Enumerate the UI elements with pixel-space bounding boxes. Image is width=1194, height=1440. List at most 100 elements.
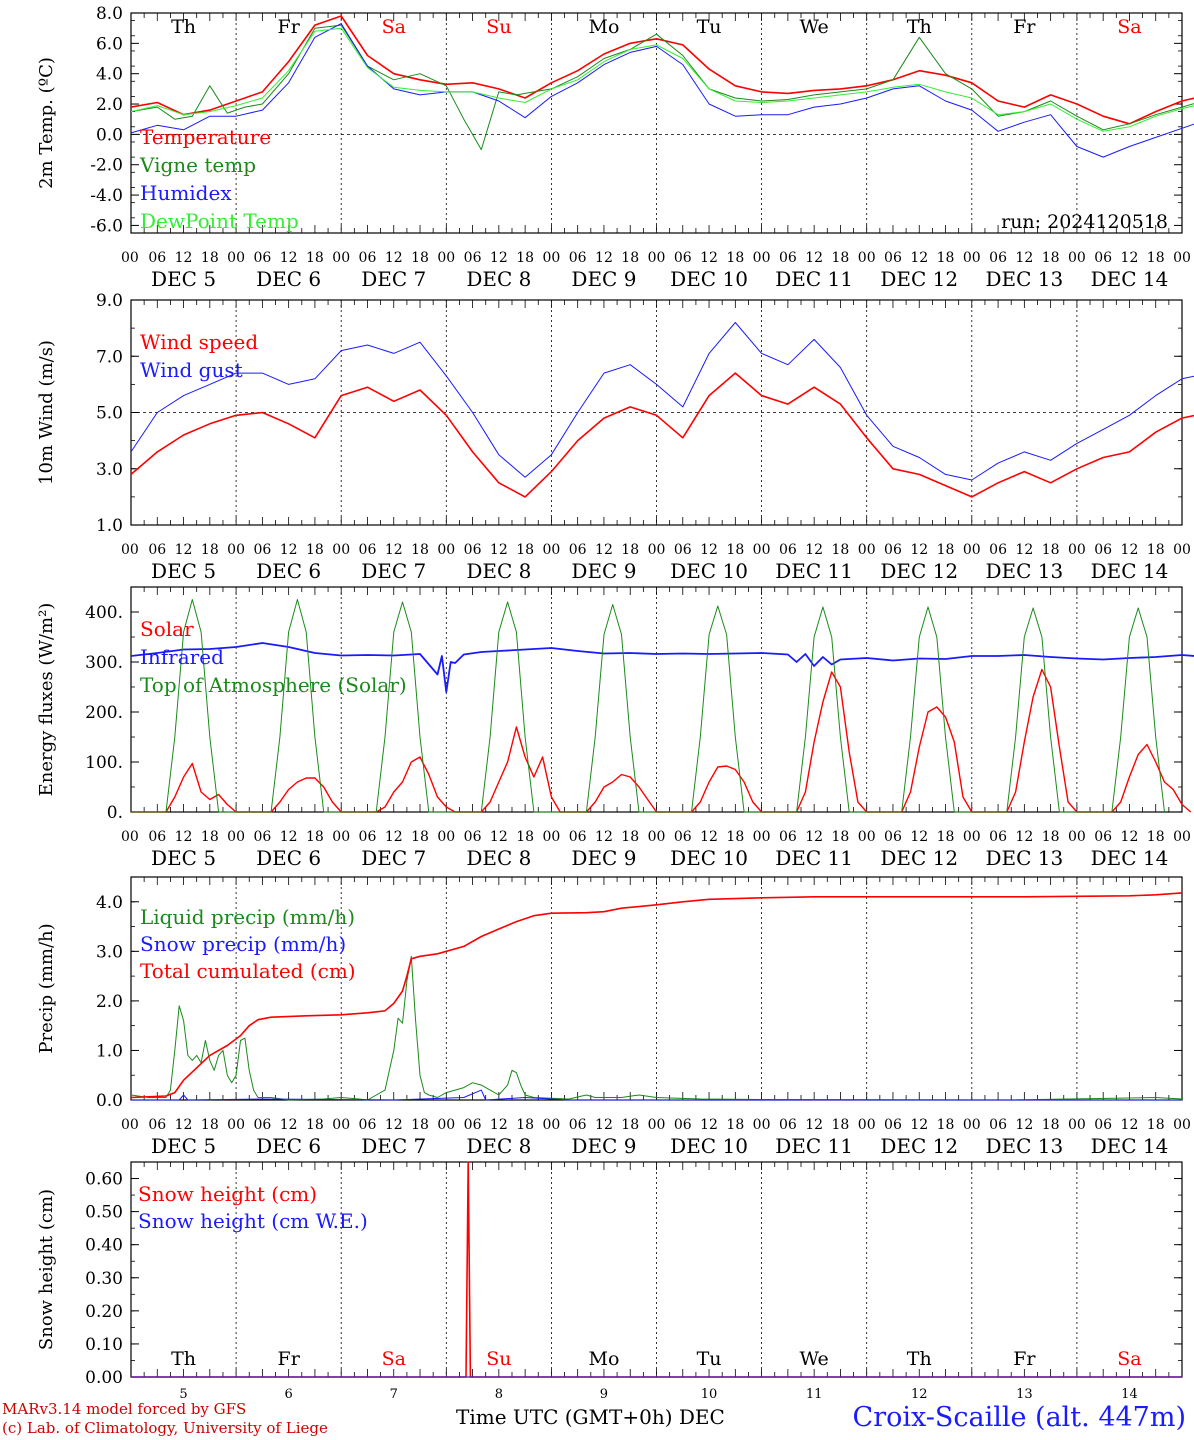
footer-copyright: (c) Lab. of Climatology, University of L…	[2, 1419, 328, 1437]
y-tick-label: 5.0	[96, 404, 123, 424]
hour-tick-label: 12	[700, 542, 718, 558]
y-tick-label: 8.0	[96, 4, 123, 24]
hour-tick-label: 00	[858, 829, 876, 845]
weekday-label: Fr	[1013, 16, 1036, 38]
date-label: DEC 10	[670, 846, 748, 870]
hour-tick-label: 06	[989, 1117, 1007, 1133]
hour-tick-label: 18	[1042, 1117, 1060, 1133]
hour-tick-label: 12	[1015, 829, 1033, 845]
hour-tick-label: 12	[1015, 542, 1033, 558]
hour-tick-label: 00	[963, 542, 981, 558]
hour-tick-label: 06	[253, 1117, 271, 1133]
legend-entry: Snow height (cm W.E.)	[138, 1209, 368, 1233]
y-tick-label: 3.0	[96, 460, 123, 480]
hour-tick-label: 18	[516, 1117, 534, 1133]
legend-entry: DewPoint Temp	[140, 209, 299, 233]
day-number-label: 5	[179, 1387, 187, 1402]
hour-tick-label: 12	[595, 829, 613, 845]
hour-tick-label: 06	[989, 542, 1007, 558]
hour-tick-label: 18	[411, 829, 429, 845]
weekday-label: Tu	[697, 1348, 722, 1370]
legend-entry: Liquid precip (mm/h)	[140, 905, 355, 929]
date-label: DEC 9	[571, 559, 636, 583]
weekday-label: Th	[907, 1348, 932, 1370]
weekday-label: Sa	[382, 16, 406, 38]
hour-tick-label: 06	[359, 250, 377, 266]
panel-3: 400. 300. 200. 100. 0. Energy fluxes (W/m²) So…	[36, 586, 1194, 870]
y-tick-label: 0.20	[85, 1302, 123, 1322]
hour-tick-label: 12	[910, 829, 928, 845]
hour-tick-label: 06	[674, 250, 692, 266]
date-label: DEC 8	[466, 559, 531, 583]
date-label: DEC 13	[985, 1134, 1063, 1158]
hour-tick-label: 06	[464, 1117, 482, 1133]
date-label: DEC 12	[880, 1134, 958, 1158]
y-tick-label: 0.0	[96, 125, 123, 145]
hour-tick-label: 18	[726, 829, 744, 845]
hour-tick-label: 06	[148, 250, 166, 266]
hour-tick-label: 12	[595, 1117, 613, 1133]
series-line-2-2	[130, 322, 1194, 481]
hour-tick-label: 18	[621, 829, 639, 845]
y-axis-title: 10m Wind (m/s)	[36, 340, 57, 485]
date-label: DEC 9	[571, 1134, 636, 1158]
hour-tick-label: 12	[385, 250, 403, 266]
hour-tick-label: 12	[490, 1117, 508, 1133]
hour-tick-label: 00	[332, 829, 350, 845]
time-axis-title: Time UTC (GMT+0h) DEC	[456, 1405, 725, 1429]
weekday-label: Mo	[588, 1348, 619, 1370]
hour-tick-label: 12	[175, 542, 193, 558]
date-label: DEC 6	[256, 559, 321, 583]
hour-tick-label: 12	[385, 829, 403, 845]
date-label: DEC 5	[151, 846, 216, 870]
date-label: DEC 12	[880, 846, 958, 870]
hour-tick-label: 18	[306, 250, 324, 266]
hour-tick-label: 12	[1015, 1117, 1033, 1133]
date-label: DEC 11	[775, 559, 853, 583]
y-tick-label: 4.0	[96, 65, 123, 85]
hour-tick-label: 06	[464, 250, 482, 266]
date-label: DEC 5	[151, 559, 216, 583]
hour-tick-label: 06	[884, 542, 902, 558]
y-tick-label: 0.50	[85, 1203, 123, 1223]
y-tick-label: 2.0	[96, 992, 123, 1012]
hour-tick-label: 18	[201, 829, 219, 845]
weekday-label: Fr	[1013, 1348, 1036, 1370]
hour-tick-label: 06	[989, 250, 1007, 266]
series-line-4-3	[130, 892, 1183, 1099]
y-tick-label: -2.0	[90, 156, 123, 176]
series-line-3-2	[130, 642, 1194, 693]
hour-tick-label: 18	[516, 829, 534, 845]
date-label: DEC 14	[1091, 1134, 1169, 1158]
hour-tick-label: 00	[963, 1117, 981, 1133]
date-label: DEC 11	[775, 846, 853, 870]
weekday-label: Th	[171, 16, 196, 38]
hour-tick-label: 12	[490, 250, 508, 266]
date-label: DEC 9	[571, 846, 636, 870]
hour-tick-label: 06	[359, 1117, 377, 1133]
legend-entry: Infrared	[140, 645, 224, 669]
hour-tick-label: 18	[621, 1117, 639, 1133]
weekday-label: Fr	[278, 1348, 301, 1370]
day-number-label: 11	[806, 1387, 823, 1402]
y-tick-label: -6.0	[90, 216, 123, 236]
weekday-label: Mo	[588, 16, 619, 38]
hour-tick-label: 18	[516, 250, 534, 266]
hour-tick-label: 00	[1173, 1117, 1191, 1133]
hour-tick-label: 00	[332, 542, 350, 558]
hour-tick-label: 00	[963, 829, 981, 845]
hour-tick-label: 00	[753, 542, 771, 558]
hour-tick-label: 06	[674, 1117, 692, 1133]
hour-tick-label: 06	[884, 829, 902, 845]
y-tick-label: 0.	[107, 803, 123, 823]
hour-tick-label: 18	[411, 1117, 429, 1133]
hour-tick-label: 12	[910, 250, 928, 266]
hour-tick-label: 18	[1042, 250, 1060, 266]
weekday-label: Tu	[697, 16, 722, 38]
hour-tick-label: 00	[437, 542, 455, 558]
hour-tick-label: 00	[332, 250, 350, 266]
hour-tick-label: 12	[910, 1117, 928, 1133]
hour-tick-label: 00	[121, 542, 139, 558]
hour-tick-label: 12	[175, 1117, 193, 1133]
y-tick-label: 0.40	[85, 1236, 123, 1256]
